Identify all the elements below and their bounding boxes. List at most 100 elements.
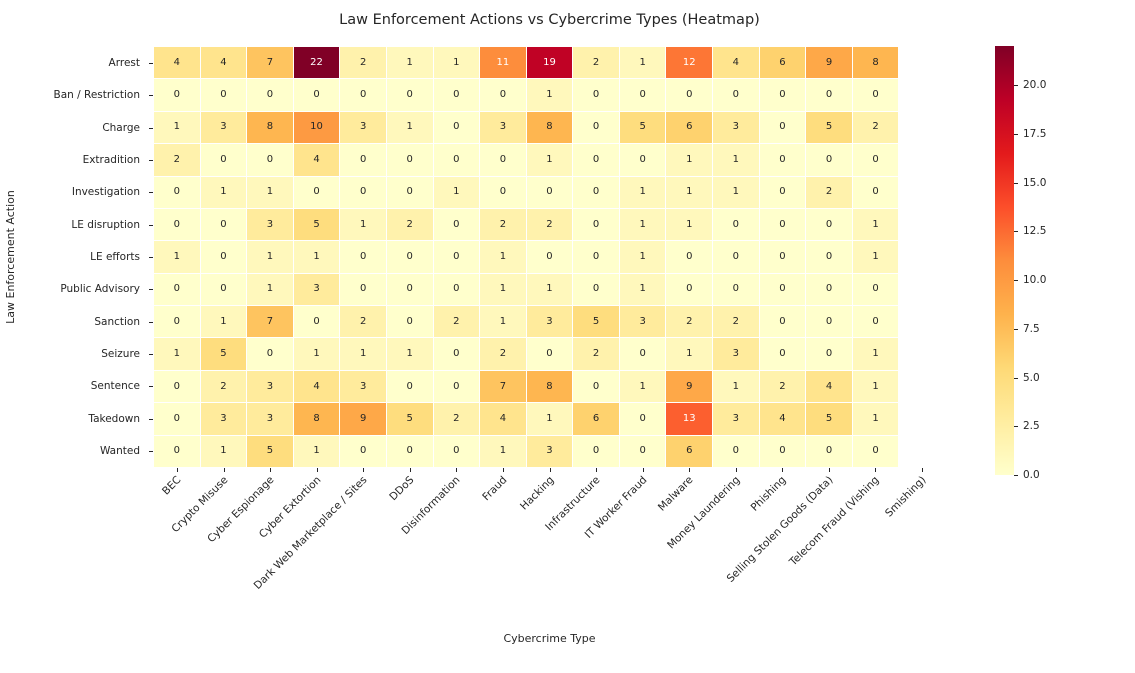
heatmap-cell: 1 — [154, 241, 200, 273]
heatmap-cell: 0 — [247, 338, 293, 370]
heatmap-cell: 1 — [154, 338, 200, 370]
heatmap-cell: 1 — [526, 79, 573, 111]
heatmap-cell: 3 — [480, 111, 526, 144]
heatmap-cell: 0 — [154, 176, 200, 208]
y-tick-label: Wanted — [99, 444, 140, 457]
x-tick-label: Selling Stolen Goods (Data) — [724, 474, 836, 585]
heatmap-cell: 0 — [480, 144, 526, 176]
heatmap-cell: 8 — [526, 111, 573, 144]
tick-mark — [921, 468, 923, 472]
x-axis-title: Cybercrime Type — [503, 632, 596, 645]
heatmap-cell: 0 — [573, 273, 619, 306]
heatmap-cell: 0 — [852, 306, 899, 338]
heatmap-cell: 0 — [340, 435, 386, 467]
tick-mark — [1014, 85, 1018, 86]
heatmap-cell: 0 — [433, 144, 480, 176]
tick-mark — [149, 63, 153, 65]
heatmap-cell: 0 — [759, 208, 806, 241]
heatmap-cell: 1 — [386, 111, 433, 144]
heatmap-cell: 0 — [713, 208, 759, 241]
tick-mark — [1014, 475, 1018, 476]
x-tick-label: Fraud — [480, 474, 510, 504]
heatmap-cell: 0 — [293, 79, 340, 111]
heatmap-cell: 0 — [154, 370, 200, 403]
heatmap-cell: 0 — [433, 273, 480, 306]
heatmap-cell: 0 — [619, 338, 666, 370]
heatmap-cell: 6 — [573, 403, 619, 435]
heatmap-cell: 1 — [713, 176, 759, 208]
heatmap-cell: 4 — [759, 403, 806, 435]
heatmap-cell: 19 — [526, 47, 573, 79]
colorbar-tick-label: 7.5 — [1023, 322, 1040, 335]
tick-mark — [270, 468, 272, 472]
heatmap-cell — [899, 306, 945, 338]
tick-mark — [149, 386, 153, 388]
heatmap-cell: 0 — [526, 241, 573, 273]
tick-mark — [149, 289, 153, 291]
heatmap-cell: 1 — [666, 176, 713, 208]
heatmap-cell: 0 — [154, 435, 200, 467]
heatmap-cell: 0 — [200, 79, 247, 111]
tick-mark — [149, 418, 153, 420]
heatmap-cell: 1 — [200, 435, 247, 467]
tick-mark — [875, 468, 877, 472]
heatmap-cell: 8 — [852, 47, 899, 79]
x-tick-label: Cyber Extortion — [256, 474, 324, 541]
x-tick-label: Crypto Misuse — [169, 474, 231, 536]
y-tick-labels: Arrest Ban / Restriction Charge Extradition… — [0, 47, 148, 467]
heatmap-cell: 6 — [666, 435, 713, 467]
y-tick-label: Extradition — [82, 154, 140, 167]
heatmap-cell: 5 — [806, 111, 852, 144]
heatmap-cell: 0 — [573, 208, 619, 241]
colorbar-tick-label: 10.0 — [1023, 274, 1047, 286]
heatmap-cell: 0 — [713, 241, 759, 273]
heatmap-cell: 1 — [526, 273, 573, 306]
heatmap-cell: 1 — [619, 273, 666, 306]
heatmap-cell: 0 — [386, 79, 433, 111]
y-tick-label: Investigation — [71, 186, 140, 199]
heatmap-cell: 0 — [386, 176, 433, 208]
x-tick-label: Money Laundering — [664, 474, 743, 552]
heatmap-cell: 3 — [247, 403, 293, 435]
heatmap-cell: 0 — [806, 306, 852, 338]
colorbar-tick-label: 2.5 — [1023, 420, 1040, 433]
heatmap-cell: 0 — [340, 241, 386, 273]
heatmap-cell: 0 — [433, 208, 480, 241]
heatmap-cell: 0 — [806, 241, 852, 273]
heatmap-cell: 0 — [852, 435, 899, 467]
heatmap-cell: 0 — [713, 435, 759, 467]
heatmap-cell: 0 — [759, 306, 806, 338]
tick-mark — [1014, 328, 1018, 330]
heatmap-cell: 0 — [480, 79, 526, 111]
heatmap-cell: 0 — [573, 111, 619, 144]
heatmap-cell: 5 — [619, 111, 666, 144]
tick-mark — [149, 257, 153, 258]
tick-mark — [149, 224, 153, 226]
heatmap-cell: 3 — [247, 208, 293, 241]
chart-title: Law Enforcement Actions vs Cybercrime Ty… — [339, 12, 760, 28]
heatmap-cell: 0 — [713, 273, 759, 306]
heatmap-cell: 0 — [154, 79, 200, 111]
heatmap-cell: 1 — [852, 370, 899, 403]
y-tick-label: Charge — [102, 121, 140, 134]
heatmap-cell: 0 — [619, 144, 666, 176]
heatmap-cell: 1 — [480, 273, 526, 306]
heatmap-cell: 1 — [480, 306, 526, 338]
heatmap-cell: 4 — [293, 370, 340, 403]
x-tick-label: Dark Web Marketplace / Sites — [252, 474, 370, 592]
heatmap-cell: 2 — [852, 111, 899, 144]
heatmap-cell: 0 — [247, 144, 293, 176]
heatmap-cell: 0 — [293, 176, 340, 208]
heatmap-cell: 4 — [480, 403, 526, 435]
heatmap-cell: 0 — [433, 435, 480, 467]
heatmap-cell: 1 — [200, 306, 247, 338]
heatmap-cell: 1 — [247, 273, 293, 306]
tick-mark — [149, 192, 153, 194]
heatmap-cell: 0 — [852, 176, 899, 208]
heatmap-cell: 0 — [386, 273, 433, 306]
heatmap-cell: 4 — [200, 47, 247, 79]
heatmap-cell: 5 — [386, 403, 433, 435]
x-tick-label: Disinformation — [399, 474, 463, 537]
y-tick-label: Seizure — [101, 347, 140, 360]
